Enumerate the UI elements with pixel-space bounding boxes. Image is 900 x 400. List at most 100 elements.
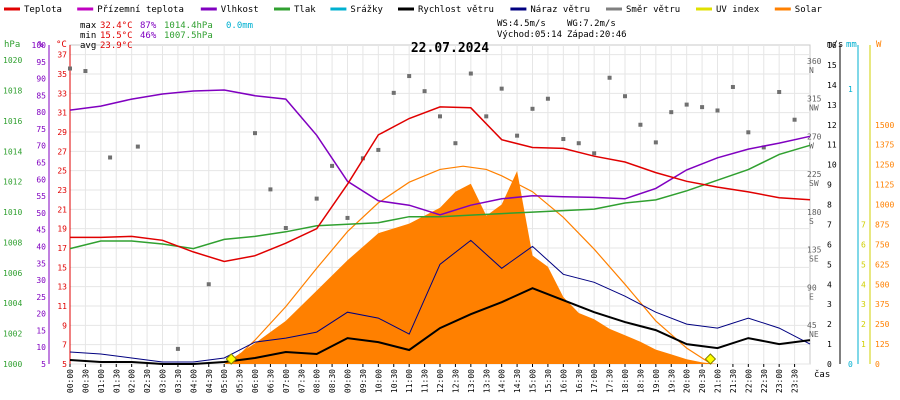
tick-hpa: 1012 (3, 178, 22, 187)
tick-wm2: 125 (875, 340, 890, 349)
tick-hum: 70 (36, 142, 46, 151)
tick-x: 09:00 (344, 369, 353, 393)
legend-label: Přízemní teplota (97, 5, 184, 15)
point-wind-dir (83, 69, 88, 74)
tick-ms: 1 (827, 340, 832, 349)
tick-ms: 16 (827, 41, 837, 50)
tick-temp: 27 (57, 147, 67, 156)
point-wind-dir (314, 196, 319, 201)
tick-dir-name: NE (809, 330, 819, 339)
stat-max-temp: 32.4°C (100, 21, 133, 31)
tick-hum: 75 (36, 125, 46, 134)
tick-dir-name: W (809, 141, 814, 150)
tick-hum: 95 (36, 58, 46, 67)
point-wind-dir (515, 133, 520, 138)
tick-temp: 25 (57, 167, 67, 176)
point-wind-dir (253, 131, 257, 136)
legend-label: Srážky (350, 5, 383, 15)
tick-x: 22:30 (760, 369, 769, 393)
wind-wg: WG:7.2m/s (567, 19, 616, 29)
axis-unit-mm: mm (846, 40, 857, 50)
tick-x: 04:30 (205, 369, 214, 393)
point-wind-dir (135, 144, 140, 149)
tick-mm: 0 (848, 360, 853, 369)
legend-label: Náraz větru (530, 5, 590, 15)
tick-wm2: 625 (875, 260, 890, 269)
series-temperature (70, 106, 811, 263)
tick-x: 16:30 (575, 369, 584, 393)
tick-temp: 33 (57, 89, 67, 98)
tick-dir-deg: 270 (807, 132, 822, 141)
axis-unit-wm2: W (876, 40, 882, 50)
tick-ms: 8 (827, 201, 832, 210)
stat-min-hum: 46% (140, 31, 157, 41)
legend-label: Vlhkost (221, 5, 259, 15)
tick-hum: 35 (36, 259, 46, 268)
tick-hpa: 1010 (3, 208, 22, 217)
tick-hum: 100 (32, 41, 47, 50)
stat-min-label: min (80, 31, 96, 41)
point-wind-dir (376, 147, 381, 152)
tick-x: 03:30 (174, 369, 183, 393)
stat-avg-temp: 23.9°C (100, 41, 133, 51)
tick-x: 22:00 (744, 369, 753, 393)
stat-avg-label: avg (80, 41, 96, 51)
tick-x: 08:00 (313, 369, 322, 393)
tick-wm2: 0 (875, 360, 880, 369)
sunrise: Východ:05:14 (497, 30, 562, 40)
tick-ms: 15 (827, 61, 837, 70)
tick-temp: 35 (57, 70, 67, 79)
stat-max-hum: 87% (140, 21, 157, 31)
point-wind-dir (761, 145, 766, 150)
sun-marker (704, 353, 717, 365)
series-gust (69, 239, 811, 363)
tick-ms: 14 (827, 81, 837, 90)
point-wind-dir (484, 114, 489, 119)
tick-ms: 9 (827, 181, 832, 190)
point-wind-dir (499, 86, 504, 91)
tick-x: 14:30 (513, 369, 522, 393)
tick-x: 06:30 (266, 369, 275, 393)
point-wind-dir (715, 108, 720, 113)
tick-dir-name: E (809, 292, 814, 301)
tick-ms: 12 (827, 121, 837, 130)
axis-unit-temp: °C (56, 40, 67, 50)
tick-ms: 11 (827, 141, 837, 150)
tick-hum: 45 (36, 226, 46, 235)
tick-x: 12:30 (451, 369, 460, 393)
tick-x: 23:00 (775, 369, 784, 393)
tick-temp: 9 (62, 321, 67, 330)
point-wind-dir (669, 110, 674, 115)
sun-marker (225, 353, 237, 365)
tick-hpa: 1002 (3, 330, 22, 339)
tick-x: 06:00 (251, 369, 260, 393)
tick-x: 05:30 (236, 369, 245, 393)
tick-x: 14:00 (498, 369, 507, 393)
point-wind-dir (422, 89, 427, 94)
tick-wm2: 875 (875, 220, 890, 229)
tick-dir-deg: 180 (807, 208, 822, 217)
tick-wm2: 500 (875, 280, 890, 289)
tick-x: 09:30 (359, 369, 368, 393)
tick-hpa: 1016 (3, 117, 22, 126)
tick-hum: 80 (36, 108, 46, 117)
tick-hpa: 1004 (3, 299, 22, 308)
tick-x: 01:30 (112, 369, 121, 393)
tick-temp: 21 (57, 205, 67, 214)
point-wind-dir (730, 84, 735, 89)
legend-label: Teplota (24, 5, 62, 15)
tick-hum: 10 (36, 343, 46, 352)
tick-hum: 85 (36, 91, 46, 100)
tick-x: 05:00 (220, 369, 229, 393)
axis-label-x: čas (814, 369, 830, 380)
point-wind-dir (561, 137, 566, 142)
tick-hum: 25 (36, 293, 46, 302)
tick-x: 15:30 (544, 369, 553, 393)
point-wind-dir (638, 122, 643, 127)
tick-temp: 13 (57, 283, 67, 292)
point-wind-dir (175, 346, 180, 351)
tick-x: 19:30 (667, 369, 676, 393)
legend-label: UV index (716, 5, 760, 15)
axis-unit-hum: % (38, 40, 44, 50)
axis-unit-hpa: hPa (4, 40, 20, 50)
